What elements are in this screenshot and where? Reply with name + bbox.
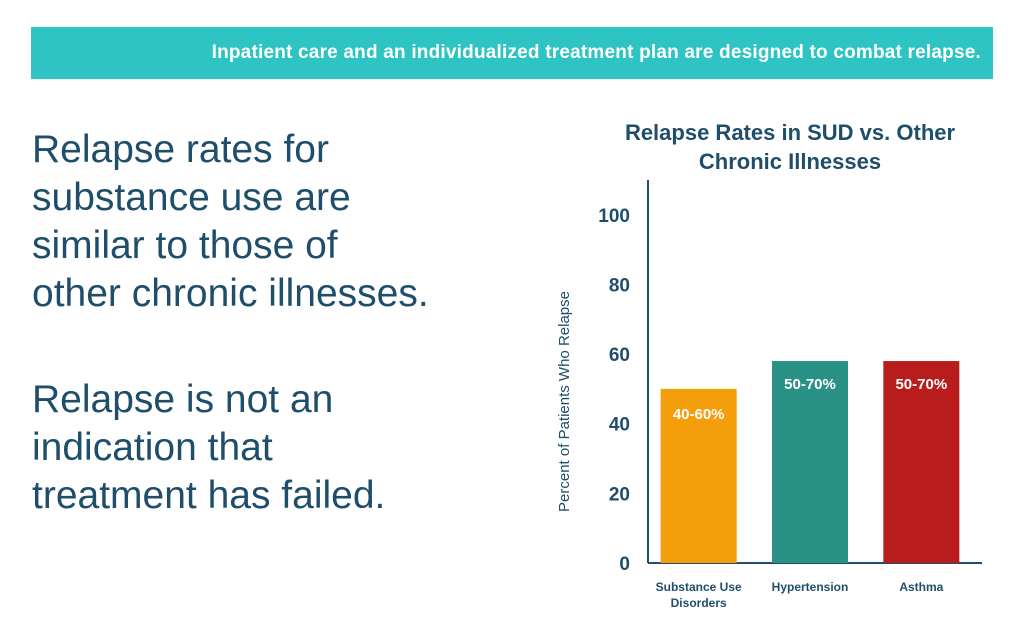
header-banner: Inpatient care and an individualized tre… (31, 27, 993, 79)
bar (772, 361, 848, 563)
statement-relapse-not-failure: Relapse is not an indication that treatm… (32, 376, 502, 520)
y-tick-label: 100 (598, 206, 630, 227)
bar (660, 388, 737, 563)
data-label: 50-70% (784, 376, 836, 393)
y-tick-label: 20 (609, 484, 630, 505)
statement-line: substance use are (32, 176, 351, 219)
y-axis-label: Percent of Patients Who Relapse (556, 291, 573, 512)
y-tick-label: 40 (609, 415, 630, 436)
y-tick-label: 0 (619, 554, 630, 575)
x-tick-label: Disorders (671, 596, 727, 610)
y-tick-label: 60 (609, 345, 630, 366)
data-label: 50-70% (895, 376, 947, 393)
chart-title-line: Relapse Rates in SUD vs. Other (624, 120, 956, 145)
chart-title: Relapse Rates in SUD vs. Other Chronic I… (580, 118, 1000, 176)
statement-line: similar to those of (32, 224, 338, 267)
data-label: 40-60% (673, 406, 725, 423)
statement-line: other chronic illnesses. (32, 272, 429, 315)
statement-relapse-rates: Relapse rates for substance use are simi… (32, 126, 502, 318)
statement-line: Relapse is not an (32, 378, 334, 421)
statement-line: treatment has failed. (32, 474, 386, 517)
bar-chart: 0 20 40 60 80 100 Percent of Patients Who Rela… (556, 180, 982, 610)
y-tick-label: 80 (609, 275, 630, 296)
chart-title-line: Chronic Illnesses (698, 149, 882, 174)
x-tick-label: Asthma (899, 580, 943, 594)
bar (883, 361, 960, 563)
statement-line: indication that (32, 426, 273, 469)
statement-line: Relapse rates for (32, 128, 329, 171)
x-tick-label: Hypertension (772, 580, 849, 594)
x-tick-label: Substance Use (656, 580, 742, 594)
banner-text: Inpatient care and an individualized tre… (211, 42, 981, 63)
